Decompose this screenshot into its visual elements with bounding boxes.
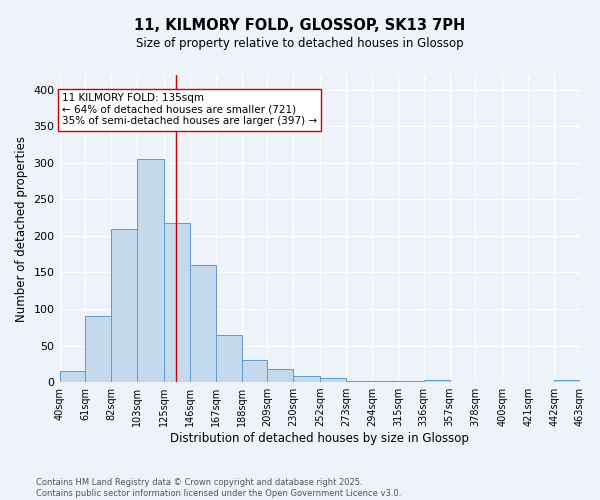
Bar (190, 265, 216, 382)
Bar (242, 360, 268, 382)
Text: Contains HM Land Registry data © Crown copyright and database right 2025.
Contai: Contains HM Land Registry data © Crown c… (36, 478, 401, 498)
Bar (111, 228, 137, 382)
Bar (293, 376, 320, 382)
Y-axis label: Number of detached properties: Number of detached properties (15, 136, 28, 322)
Text: 11, KILMORY FOLD, GLOSSOP, SK13 7PH: 11, KILMORY FOLD, GLOSSOP, SK13 7PH (134, 18, 466, 32)
Bar (216, 334, 242, 382)
Bar (554, 380, 580, 382)
X-axis label: Distribution of detached houses by size in Glossop: Distribution of detached houses by size … (170, 432, 469, 445)
Text: 11 KILMORY FOLD: 135sqm
← 64% of detached houses are smaller (721)
35% of semi-d: 11 KILMORY FOLD: 135sqm ← 64% of detache… (62, 94, 317, 126)
Bar (85, 316, 111, 382)
Bar (268, 369, 293, 382)
Bar (320, 378, 346, 382)
Text: Size of property relative to detached houses in Glossop: Size of property relative to detached ho… (136, 38, 464, 51)
Bar (137, 159, 164, 382)
Bar (424, 380, 449, 382)
Bar (164, 222, 190, 382)
Bar (59, 371, 85, 382)
